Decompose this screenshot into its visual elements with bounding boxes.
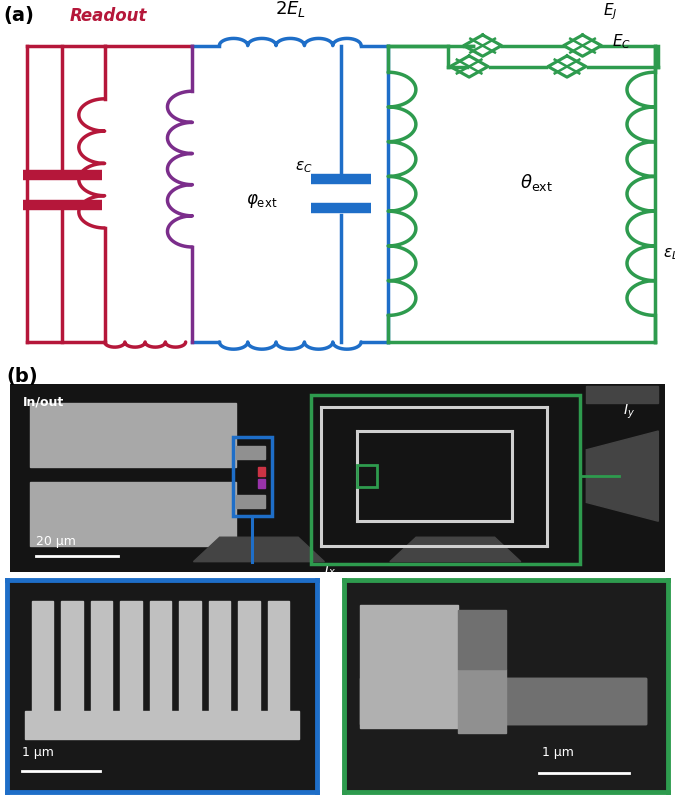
Bar — [267, 602, 290, 711]
Bar — [30, 482, 236, 546]
Text: Readout: Readout — [70, 6, 146, 25]
Text: $I_y$: $I_y$ — [624, 403, 635, 421]
Bar — [500, 678, 645, 724]
Bar — [61, 602, 83, 711]
Polygon shape — [587, 386, 658, 403]
Text: (a): (a) — [3, 6, 34, 25]
Bar — [120, 602, 142, 711]
Bar — [458, 669, 506, 733]
Text: $E_C$: $E_C$ — [612, 33, 630, 51]
Bar — [90, 602, 112, 711]
Bar — [179, 602, 201, 711]
Text: $\epsilon_L$: $\epsilon_L$ — [663, 246, 675, 262]
Text: $E_J$: $E_J$ — [603, 2, 617, 22]
Bar — [236, 495, 265, 508]
Bar — [32, 602, 53, 711]
Text: 1 μm: 1 μm — [22, 746, 54, 759]
Text: $\epsilon_C$: $\epsilon_C$ — [295, 159, 313, 174]
Bar — [26, 711, 298, 739]
Text: In/out: In/out — [23, 395, 65, 408]
Bar — [360, 678, 645, 724]
Bar — [311, 395, 580, 565]
Bar — [150, 602, 171, 711]
Bar — [360, 606, 458, 728]
Text: $\theta_{\mathrm{ext}}$: $\theta_{\mathrm{ext}}$ — [520, 172, 553, 193]
Text: (b): (b) — [7, 367, 38, 386]
Bar — [357, 465, 377, 487]
Bar — [458, 610, 506, 669]
Bar — [236, 446, 265, 459]
Bar — [258, 479, 265, 488]
Text: $I_x$: $I_x$ — [325, 562, 336, 578]
Text: $\varphi_{\mathrm{ext}}$: $\varphi_{\mathrm{ext}}$ — [246, 192, 278, 210]
Bar — [233, 437, 272, 516]
Text: 1 μm: 1 μm — [542, 746, 574, 759]
Text: 20 μm: 20 μm — [36, 534, 76, 548]
Polygon shape — [390, 538, 521, 562]
Bar — [30, 403, 236, 466]
Bar — [258, 466, 265, 476]
Bar — [209, 602, 230, 711]
Bar — [238, 602, 260, 711]
Polygon shape — [194, 538, 325, 562]
Text: $2E_L$: $2E_L$ — [275, 0, 306, 19]
Polygon shape — [587, 431, 658, 522]
